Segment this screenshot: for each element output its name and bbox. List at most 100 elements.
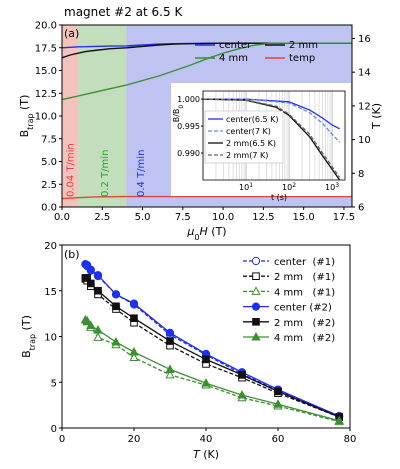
data-point bbox=[86, 265, 95, 274]
y-tick-label: 10.0 bbox=[35, 112, 57, 123]
inset-x-tick-label: 102 bbox=[282, 182, 296, 193]
y-tick-label: 7.5 bbox=[41, 134, 57, 145]
x-tick-label: 10.0 bbox=[212, 212, 234, 223]
data-point bbox=[202, 355, 210, 364]
inset-frame bbox=[202, 90, 346, 181]
data-point bbox=[166, 337, 174, 345]
y-tick-label: 2.5 bbox=[41, 180, 57, 191]
data-point bbox=[94, 286, 102, 295]
rate-region-0 bbox=[62, 25, 79, 207]
legend-label: 2 mm (#1) bbox=[274, 272, 335, 283]
y-tick-label: 17.5 bbox=[35, 43, 57, 54]
data-point bbox=[129, 347, 139, 356]
inset-y-tick-label: 0.995 bbox=[177, 122, 200, 131]
y2-tick-label: 10 bbox=[358, 135, 371, 146]
legend-label: 4 mm bbox=[219, 53, 248, 64]
panel-b-ticks: 0 20 40 60 80 0 5 10 15 20 bbox=[44, 241, 356, 445]
data-point bbox=[93, 332, 103, 341]
panel-a-xlabel: μ0H (T) bbox=[186, 225, 226, 242]
panel-a-series bbox=[61, 42, 352, 200]
x-tick-label: 60 bbox=[272, 434, 285, 445]
panel-a-label: (a) bbox=[64, 27, 79, 40]
y-tick-label: 5 bbox=[51, 378, 57, 389]
legend-marker bbox=[251, 302, 261, 311]
legend-marker bbox=[251, 331, 261, 341]
data-point bbox=[112, 302, 120, 311]
series-4-mm bbox=[61, 42, 352, 101]
inset-legend-label: 2 mm(6.5 K) bbox=[226, 139, 276, 148]
y2-tick-label: 16 bbox=[358, 34, 371, 45]
legend-label: 4 mm (#2) bbox=[274, 333, 335, 344]
data-point bbox=[93, 325, 103, 334]
y-tick-label: 15.0 bbox=[35, 66, 57, 77]
x-tick-label: 17.5 bbox=[333, 212, 355, 223]
inset-legend-label: center(6.5 K) bbox=[226, 115, 279, 124]
rate-label-2: 0.4 T/min bbox=[136, 150, 147, 197]
legend-marker bbox=[252, 318, 260, 326]
panel-b-frame bbox=[61, 244, 351, 429]
data-point bbox=[129, 352, 139, 362]
data-point bbox=[86, 320, 96, 330]
inset-ylabel: B/B0 bbox=[172, 105, 185, 123]
legend-marker bbox=[251, 286, 261, 295]
inset-legend-label: 2 mm(7 K) bbox=[226, 151, 268, 160]
inset-x-tick-label: 103 bbox=[325, 182, 339, 193]
y-tick-label: 12.5 bbox=[35, 89, 57, 100]
panel-b-series bbox=[80, 260, 344, 426]
legend-marker bbox=[251, 256, 261, 266]
data-point bbox=[129, 299, 139, 308]
inset-xlabel: t (s) bbox=[271, 193, 287, 202]
data-point bbox=[237, 390, 247, 399]
rate-region-1 bbox=[78, 25, 127, 207]
x-tick-label: 20 bbox=[128, 434, 141, 445]
data-point bbox=[111, 336, 121, 346]
x-tick-label: 0 bbox=[59, 434, 65, 445]
panel-b-xlabel: T (K) bbox=[193, 448, 219, 461]
x-tick-label: 15.0 bbox=[293, 212, 315, 223]
panel-a-title: magnet #2 at 6.5 K bbox=[64, 5, 183, 19]
x-tick-label: 7.5 bbox=[175, 212, 191, 223]
x-tick-label: 40 bbox=[200, 434, 213, 445]
legend-label: center (#1) bbox=[274, 257, 335, 268]
legend-label: center (#2) bbox=[274, 303, 332, 314]
inset-legend-box bbox=[204, 110, 284, 164]
x-tick-label: 0.0 bbox=[54, 212, 70, 223]
panel-b: 0 20 40 60 80 0 5 10 15 20 (b) T (K) Btrap (T) ce… bbox=[20, 241, 356, 461]
series-temp bbox=[61, 195, 352, 200]
y2-tick-label: 6 bbox=[358, 203, 364, 214]
panel-b-label: (b) bbox=[64, 248, 80, 261]
panel-a-ylabel-right: T (K) bbox=[370, 103, 383, 130]
y-tick-label: 20.0 bbox=[35, 21, 57, 32]
rate-labels: 0.04 T/min 0.2 T/min 0.4 T/min bbox=[66, 143, 148, 197]
panel-a-legend: center 2 mm 4 mm temp bbox=[195, 40, 318, 64]
panel-a-ylabel-left: Btrap (T) bbox=[18, 95, 35, 138]
data-point bbox=[165, 369, 175, 379]
y-tick-label: 10 bbox=[44, 333, 57, 344]
y-tick-label: 0 bbox=[51, 424, 57, 435]
y-tick-label: 15 bbox=[44, 287, 57, 298]
panel-a-frame bbox=[61, 24, 353, 208]
y-tick-label: 0.0 bbox=[41, 203, 57, 214]
series-line-1 bbox=[84, 278, 340, 418]
data-point bbox=[201, 378, 211, 387]
inset-legend-label: center(7 K) bbox=[226, 127, 271, 136]
data-point bbox=[130, 314, 138, 322]
rate-label-1: 0.2 T/min bbox=[100, 150, 111, 197]
data-point bbox=[334, 415, 344, 425]
panel-a: 0.0 2.5 5.0 7.5 10.0 12.5 15.0 17.5 0.0 2.5 5.0 7.5… bbox=[18, 5, 383, 242]
x-tick-label: 12.5 bbox=[252, 212, 274, 223]
legend-marker bbox=[252, 272, 260, 280]
data-point bbox=[93, 271, 103, 280]
legend-label: 2 mm (#2) bbox=[274, 318, 335, 329]
x-tick-label: 2.5 bbox=[94, 212, 110, 223]
data-point bbox=[165, 364, 175, 373]
y-tick-label: 5.0 bbox=[41, 157, 57, 168]
data-point bbox=[87, 279, 95, 288]
inset-chart: 0.990 0.995 1.000 101 102 103 t (s) B/B0 center(… bbox=[171, 83, 351, 202]
data-point bbox=[111, 290, 121, 299]
inset-series-center-7-K- bbox=[203, 98, 341, 143]
data-point bbox=[82, 315, 92, 325]
panel-b-legend: center (#1) 2 mm (#1) 4 mm (#1) center (#2)… bbox=[243, 256, 335, 344]
data-point bbox=[165, 328, 175, 337]
